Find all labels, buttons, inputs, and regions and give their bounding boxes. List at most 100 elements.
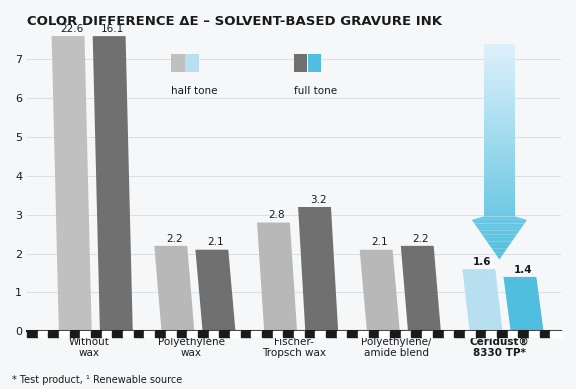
Bar [380,331,390,337]
Polygon shape [484,173,515,177]
Text: 2.2: 2.2 [412,233,429,244]
Polygon shape [484,91,515,94]
Polygon shape [484,105,515,109]
Polygon shape [484,126,515,130]
Bar [176,331,187,337]
Bar [155,331,166,337]
Polygon shape [401,246,441,331]
Text: 22.6: 22.6 [60,24,84,34]
Polygon shape [484,137,515,141]
Polygon shape [484,47,515,51]
Bar [37,331,48,337]
Polygon shape [477,227,522,231]
Polygon shape [257,223,297,331]
Polygon shape [484,213,515,216]
Bar [262,331,272,337]
Text: 1.4: 1.4 [514,265,533,275]
Bar [347,331,358,337]
Bar [401,331,411,337]
Bar [465,331,476,337]
Bar [486,331,497,337]
Polygon shape [154,246,194,331]
Polygon shape [484,130,515,134]
Bar [444,331,454,337]
Polygon shape [484,73,515,76]
Bar [315,331,326,337]
Polygon shape [484,198,515,202]
Polygon shape [484,69,515,73]
Polygon shape [484,141,515,144]
Bar [145,331,155,337]
Bar [134,331,145,337]
Bar [454,331,465,337]
Bar [422,331,433,337]
Polygon shape [484,184,515,187]
Bar [390,331,401,337]
Polygon shape [484,109,515,112]
Bar [326,331,337,337]
Bar [27,331,37,337]
Text: * Test product, ¹ Renewable source: * Test product, ¹ Renewable source [12,375,182,385]
Bar [198,331,209,337]
FancyBboxPatch shape [171,54,184,72]
Polygon shape [484,58,515,62]
Bar [540,331,550,337]
Bar [187,331,198,337]
Polygon shape [484,55,515,58]
Polygon shape [472,220,527,224]
Text: 1.6: 1.6 [473,257,492,267]
Polygon shape [484,65,515,69]
Polygon shape [484,177,515,180]
Bar [497,331,507,337]
Text: full tone: full tone [294,86,337,96]
Text: 3.2: 3.2 [310,194,327,205]
Text: half tone: half tone [171,86,218,96]
Bar [433,331,444,337]
Polygon shape [494,252,505,256]
Polygon shape [484,180,515,184]
Polygon shape [484,187,515,191]
Polygon shape [484,62,515,65]
Polygon shape [484,155,515,159]
Bar [219,331,230,337]
Bar [59,331,70,337]
Polygon shape [484,163,515,166]
Polygon shape [484,94,515,98]
Bar [283,331,294,337]
Bar [476,331,486,337]
FancyBboxPatch shape [294,54,308,72]
Text: 16.1: 16.1 [101,24,124,34]
Polygon shape [482,234,517,238]
Bar [123,331,134,337]
Polygon shape [93,36,132,331]
Bar [166,331,176,337]
Text: 2.1: 2.1 [207,237,223,247]
Bar [241,331,251,337]
Text: COLOR DIFFERENCE ΔE – SOLVENT-BASED GRAVURE INK: COLOR DIFFERENCE ΔE – SOLVENT-BASED GRAV… [27,15,442,28]
Polygon shape [492,249,507,252]
FancyBboxPatch shape [185,54,199,72]
Polygon shape [484,116,515,119]
Polygon shape [484,112,515,116]
Polygon shape [484,134,515,137]
Bar [112,331,123,337]
Polygon shape [487,242,512,245]
Polygon shape [484,170,515,173]
Polygon shape [484,166,515,170]
Polygon shape [484,202,515,205]
Polygon shape [484,148,515,152]
Polygon shape [484,238,514,242]
Polygon shape [497,256,502,259]
Polygon shape [484,123,515,126]
Bar [507,331,518,337]
Polygon shape [475,224,524,227]
Bar [251,331,262,337]
Polygon shape [472,216,527,220]
Bar [358,331,369,337]
Bar [272,331,283,337]
Bar [91,331,102,337]
Polygon shape [484,102,515,105]
Polygon shape [484,98,515,102]
Bar [294,331,305,337]
Polygon shape [490,245,509,249]
